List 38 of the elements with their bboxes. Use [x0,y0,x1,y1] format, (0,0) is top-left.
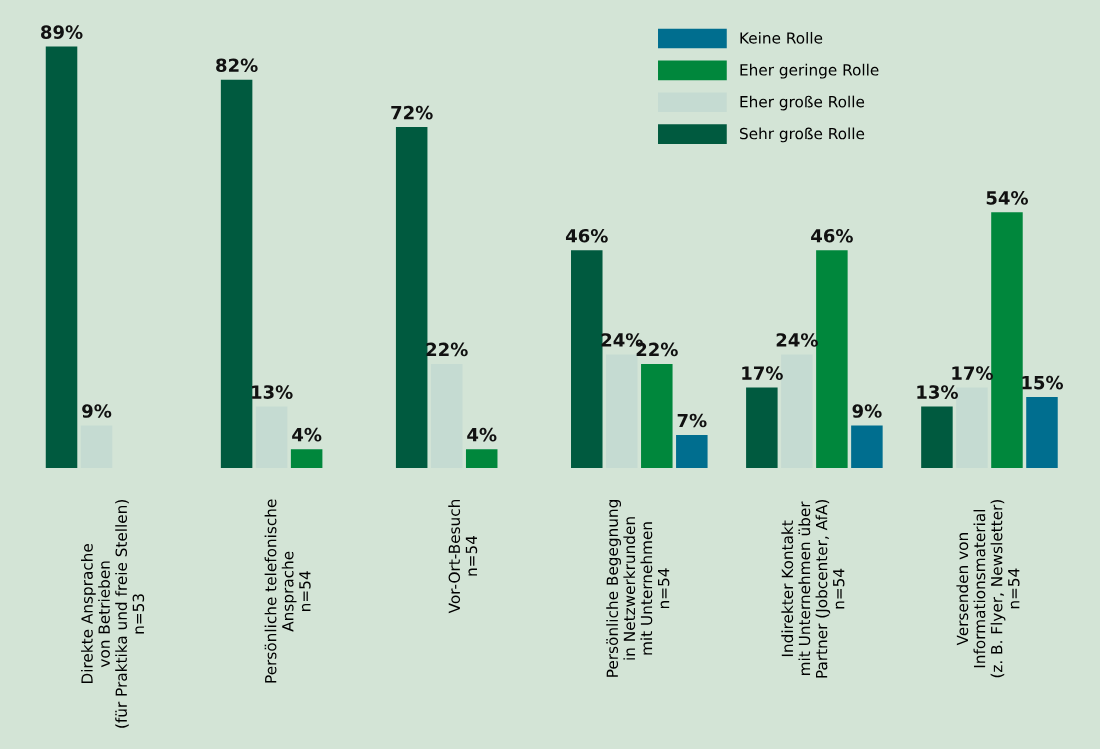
data-label: 46% [565,228,608,243]
bar [465,449,498,469]
data-label: 9% [82,404,112,418]
bar [395,127,428,469]
data-label: 72% [391,105,433,120]
bar [851,425,883,469]
legend-label: Eher geringe Rolle [740,63,879,79]
bar [45,46,78,469]
bar [921,406,953,469]
data-label: 89% [41,25,83,39]
x-tick-label: Versenden von Informationsmaterial (z. B. Flyer, Newsletter) n=54 [956,499,1020,678]
x-tick-label: Persönliche telefonische Ansprache n=54 [264,499,311,683]
bar [290,449,323,469]
data-label: 9% [852,404,882,418]
bar [571,250,603,469]
x-tick-label: Direkte Ansprache von Betrieben (für Praktika und freie Stellen) n=53 [81,499,145,728]
data-label: 13% [917,385,958,399]
data-label: 13% [252,385,293,399]
bar [816,250,848,469]
x-tick-label: Persönliche Begegnung in Netzwerkrunden mit Unternehmen n=54 [606,500,670,677]
data-label: 46% [811,228,853,243]
data-label: 4% [292,427,322,442]
data-label: 4% [467,427,497,442]
bar [746,387,778,469]
data-label: 17% [742,366,783,380]
bar [676,434,708,469]
bar [220,79,253,469]
data-label: 54% [986,191,1028,205]
legend-label: Eher große Rolle [740,95,865,111]
bar [1026,397,1058,469]
x-tick-label: Indirekter Kontakt mit Unternehmen über Partner (Jobcenter, AfA) n=54 [781,499,845,678]
bar [641,363,673,469]
x-tick-label: Vor-Ort-Besuch n=54 [448,499,478,614]
bar [991,212,1023,469]
data-label: 82% [216,58,258,73]
legend-label: Keine Rolle [740,31,823,44]
data-label: 7% [677,413,707,428]
legend-label: Sehr große Rolle [739,127,865,143]
